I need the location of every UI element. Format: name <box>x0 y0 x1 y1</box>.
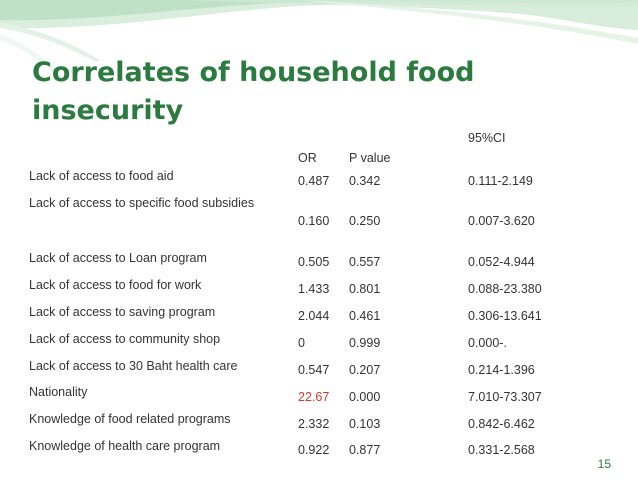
confidence-interval-cell: 7.010-73.307 <box>468 390 542 404</box>
p-value-cell: 0.999 <box>349 336 381 350</box>
confidence-interval-cell: 0.000-. <box>468 336 507 350</box>
row-label: Lack of access to food for work <box>29 278 202 292</box>
odds-ratio-cell: 2.332 <box>298 417 330 431</box>
row-label: Lack of access to 30 Baht health care <box>29 359 238 373</box>
page-number: 15 <box>597 457 611 471</box>
column-header-or: OR <box>298 151 317 165</box>
row-label: Lack of access to food aid <box>29 169 174 183</box>
confidence-interval-cell: 0.052-4.944 <box>468 255 535 269</box>
row-label: Nationality <box>29 385 88 399</box>
odds-ratio-cell: 22.67 <box>298 390 330 404</box>
row-label: Knowledge of health care program <box>29 439 221 453</box>
row-label: Knowledge of food related programs <box>29 412 231 426</box>
row-label: Lack of access to Loan program <box>29 251 207 265</box>
row-label: Lack of access to saving program <box>29 305 216 319</box>
odds-ratio-cell: 0.487 <box>298 174 330 188</box>
p-value-cell: 0.342 <box>349 174 381 188</box>
confidence-interval-cell: 0.007-3.620 <box>468 214 535 228</box>
slide-title: Correlates of household food insecurity <box>32 54 474 130</box>
p-value-cell: 0.801 <box>349 282 381 296</box>
column-header-p-value: P value <box>349 151 391 165</box>
column-header-95ci: 95%CI <box>468 131 506 145</box>
odds-ratio-cell: 0.160 <box>298 214 330 228</box>
odds-ratio-cell: 0.547 <box>298 363 330 377</box>
header-wave-decoration <box>0 0 638 74</box>
row-label: Lack of access to specific food subsidie… <box>29 196 255 210</box>
confidence-interval-cell: 0.088-23.380 <box>468 282 542 296</box>
odds-ratio-cell: 0 <box>298 336 305 350</box>
slide-title-line-1: Correlates of household food <box>32 57 475 88</box>
odds-ratio-cell: 2.044 <box>298 309 330 323</box>
p-value-cell: 0.250 <box>349 214 381 228</box>
p-value-cell: 0.103 <box>349 417 381 431</box>
confidence-interval-cell: 0.214-1.396 <box>468 363 535 377</box>
confidence-interval-cell: 0.842-6.462 <box>468 417 535 431</box>
slide-title-line-2: insecurity <box>32 95 184 126</box>
p-value-cell: 0.000 <box>349 390 381 404</box>
odds-ratio-cell: 0.505 <box>298 255 330 269</box>
confidence-interval-cell: 0.111-2.149 <box>468 174 533 188</box>
odds-ratio-cell: 0.922 <box>298 443 330 457</box>
odds-ratio-cell: 1.433 <box>298 282 330 296</box>
p-value-cell: 0.557 <box>349 255 381 269</box>
p-value-cell: 0.207 <box>349 363 381 377</box>
row-label: Lack of access to community shop <box>29 332 221 346</box>
confidence-interval-cell: 0.331-2.568 <box>468 443 535 457</box>
confidence-interval-cell: 0.306-13.641 <box>468 309 542 323</box>
p-value-cell: 0.461 <box>349 309 381 323</box>
p-value-cell: 0.877 <box>349 443 381 457</box>
